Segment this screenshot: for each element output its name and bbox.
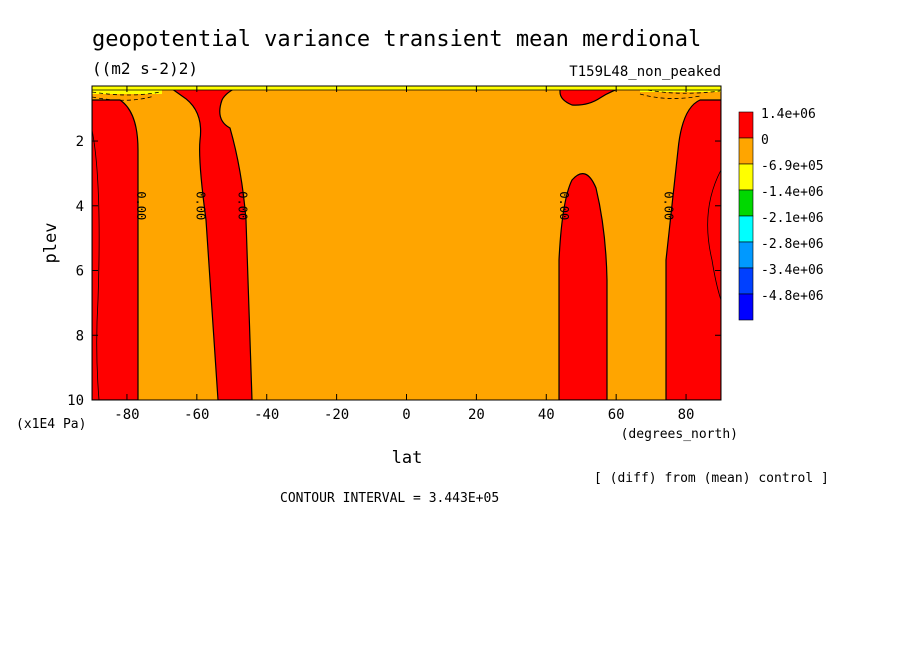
- contour-label: 0.00: [134, 191, 148, 220]
- legend-swatch: [738, 163, 754, 191]
- legend-swatch: [738, 215, 754, 243]
- plot-area: 0.00 0.00 0.00 0.00 0.00: [92, 86, 721, 400]
- contour-interval-text: CONTOUR INTERVAL = 3.443E+05: [280, 491, 499, 506]
- legend: 1.4e+06 0 -6.9e+05 -1.4e+06 -2.1e+06 -2.8e+06…: [738, 107, 824, 321]
- x-tick-label: 60: [608, 407, 625, 423]
- y-tick-label: 4: [76, 199, 84, 215]
- legend-swatch: [738, 293, 754, 321]
- x-axis-label: lat: [392, 448, 423, 468]
- x-tick-label: -20: [324, 407, 349, 423]
- legend-swatch: [738, 137, 754, 165]
- y-tick-label: 10: [67, 393, 84, 409]
- x-tick-label: 40: [538, 407, 555, 423]
- x-tick-label: -80: [114, 407, 139, 423]
- contour-label: 0.00: [557, 191, 571, 220]
- region-positive-south-mid: [166, 86, 253, 400]
- dashed-contour-left-2: [92, 95, 155, 101]
- x-axis-units: (degrees_north): [621, 427, 738, 442]
- dashed-contour-left: [92, 91, 161, 96]
- legend-swatch: [738, 111, 754, 139]
- region-positive-north-edge: [665, 99, 721, 400]
- region-positive-north-mid: [558, 173, 608, 400]
- legend-label: -4.8e+06: [761, 289, 824, 304]
- x-axis: -80 -60 -40 -20 0 20 40 60 80: [114, 86, 694, 423]
- region-positive-south-edge: [92, 99, 139, 400]
- contour-label: 0.00: [235, 191, 249, 220]
- y-axis-label: plev: [41, 223, 61, 264]
- legend-label: -2.8e+06: [761, 237, 824, 252]
- inner-contour-north: [707, 169, 721, 301]
- legend-label: 0: [761, 133, 769, 148]
- x-tick-label: 80: [678, 407, 695, 423]
- dashed-contour-right-2: [647, 89, 721, 94]
- plot-background-orange: [92, 86, 721, 400]
- legend-label: -6.9e+05: [761, 159, 824, 174]
- chart-title: geopotential variance transient mean mer…: [92, 27, 701, 52]
- y-tick-label: 8: [76, 328, 84, 344]
- top-band-yellow-right: [640, 86, 721, 92]
- diff-note: [ (diff) from (mean) control ]: [594, 471, 829, 486]
- y-axis: 2 4 6 8 10: [67, 134, 721, 409]
- legend-swatch: [738, 241, 754, 269]
- contour-label: 0.00: [662, 191, 676, 220]
- x-tick-label: 20: [468, 407, 485, 423]
- y-tick-label: 6: [76, 264, 84, 280]
- legend-label: -1.4e+06: [761, 185, 824, 200]
- chart-units: ((m2 s-2)2): [92, 59, 198, 78]
- x-tick-label: 0: [402, 407, 410, 423]
- dashed-contour-right: [639, 93, 701, 99]
- legend-swatch: [738, 267, 754, 295]
- legend-swatch: [738, 189, 754, 217]
- contour-label-group: 0.00 0.00 0.00 0.00 0.00: [134, 191, 676, 220]
- inner-contour-south: [92, 129, 100, 400]
- legend-label: -2.1e+06: [761, 211, 824, 226]
- legend-label: 1.4e+06: [761, 107, 816, 122]
- y-axis-units: (x1E4 Pa): [16, 417, 86, 432]
- legend-label: -3.4e+06: [761, 263, 824, 278]
- x-tick-label: -60: [184, 407, 209, 423]
- run-label: T159L48_non_peaked: [569, 64, 721, 80]
- x-tick-label: -40: [254, 407, 279, 423]
- contour-label: 0.00: [193, 191, 207, 220]
- y-tick-label: 2: [76, 134, 84, 150]
